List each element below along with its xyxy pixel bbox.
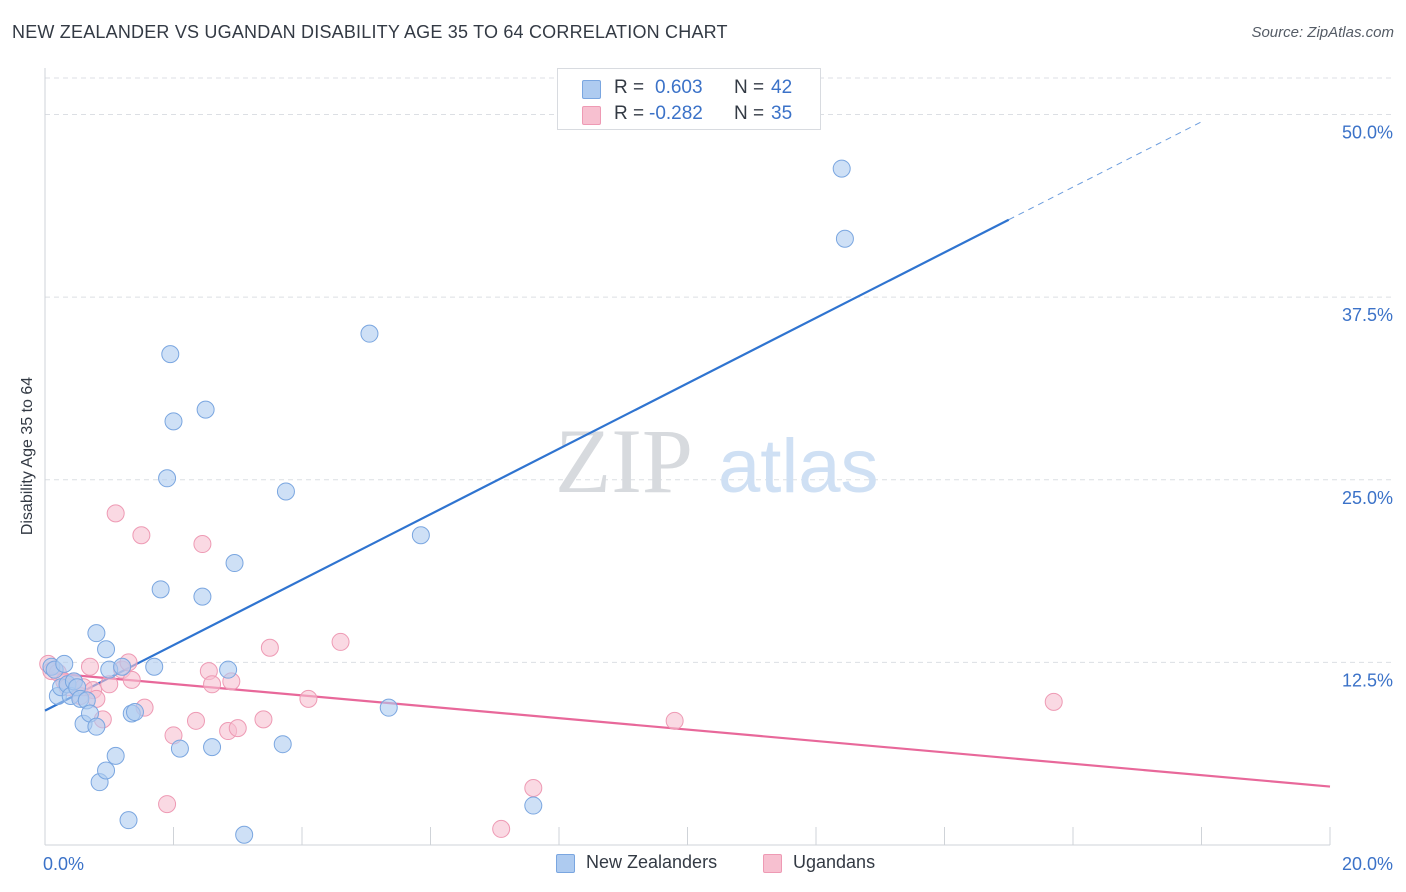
bottom-legend-label: New Zealanders (586, 852, 718, 872)
watermark-atlas: atlas (718, 424, 879, 509)
nz-trend-extension (1008, 121, 1202, 221)
ugandan-point (122, 670, 141, 689)
legend-n-value: 35 (771, 103, 793, 124)
x-tick-label: 0.0% (43, 854, 84, 874)
new-zealander-point (161, 345, 180, 364)
ugandan-point (106, 504, 125, 523)
new-zealander-point (87, 624, 106, 643)
new-zealander-point (835, 229, 854, 248)
ugandan-point (132, 526, 151, 545)
new-zealander-point (276, 482, 295, 501)
nz-trend-line (44, 218, 1010, 712)
new-zealander-point (235, 825, 254, 844)
y-tick-label: 12.5% (1342, 670, 1393, 690)
y-tick-label: 37.5% (1342, 305, 1393, 325)
source-label: Source: ZipAtlas.com (1251, 24, 1394, 41)
ugandan-point (524, 779, 543, 798)
tick-labels: 12.5% 25.0% 37.5% 50.0% 0.0% 20.0% (43, 123, 1393, 874)
new-zealander-point (158, 469, 177, 488)
legend-n-label: N = (734, 77, 765, 98)
legend-n-value: 42 (771, 77, 793, 98)
new-zealander-point (97, 761, 116, 780)
ug-trend-line (44, 671, 1331, 788)
new-zealander-point (273, 735, 292, 754)
ugandan-point (254, 710, 273, 729)
ugandan-point (158, 795, 177, 814)
data-points (39, 159, 1063, 844)
ugandan-point (80, 657, 99, 676)
ugandan-point (299, 689, 318, 708)
stats-legend: R = 0.603 N = 42 R = -0.282 N = 35 (557, 68, 821, 130)
ugandan-point (1044, 692, 1063, 711)
grid-lines (45, 77, 1394, 663)
new-zealander-point (193, 587, 212, 606)
trend-lines (44, 121, 1331, 788)
ugandan-point (193, 535, 212, 554)
y-tick-label: 50.0% (1342, 123, 1393, 143)
ugandan-point (228, 719, 247, 738)
legend-n-label: N = (734, 103, 765, 124)
new-zealander-point (379, 698, 398, 717)
new-zealander-point (225, 554, 244, 573)
ugandan-point (186, 711, 205, 730)
watermark: ZIP atlas (555, 410, 879, 512)
new-zealander-point (106, 746, 125, 765)
new-zealander-point (151, 580, 170, 599)
new-zealander-point (164, 412, 183, 431)
new-zealander-point (113, 657, 132, 676)
new-zealander-point (87, 717, 106, 736)
ugandan-point (665, 711, 684, 730)
ug-swatch (582, 106, 601, 125)
y-tick-label: 25.0% (1342, 488, 1393, 508)
legend-r-label: R = (614, 77, 645, 98)
legend-r-value: 0.603 (655, 77, 703, 98)
legend-r-value: -0.282 (649, 103, 703, 124)
new-zealander-point (360, 324, 379, 343)
axes (44, 68, 1331, 846)
new-zealander-point (170, 739, 189, 758)
new-zealander-point (411, 526, 430, 545)
ugandan-point (260, 638, 279, 657)
new-zealander-point (119, 811, 138, 830)
y-axis-label: Disability Age 35 to 64 (19, 376, 36, 536)
new-zealander-point (219, 660, 238, 679)
new-zealander-point (524, 796, 543, 815)
new-zealander-point (55, 654, 74, 673)
new-zealander-point (125, 703, 144, 722)
ug-swatch (763, 854, 782, 873)
new-zealander-point (203, 738, 222, 757)
new-zealander-point (196, 400, 215, 419)
new-zealander-point (97, 640, 116, 659)
ugandan-point (203, 675, 222, 694)
ugandan-point (492, 819, 511, 838)
new-zealander-point (832, 159, 851, 178)
ugandan-point (331, 632, 350, 651)
nz-swatch (582, 80, 601, 99)
chart-title: NEW ZEALANDER VS UGANDAN DISABILITY AGE … (12, 22, 728, 42)
nz-swatch (556, 854, 575, 873)
watermark-zip: ZIP (555, 410, 693, 512)
bottom-legend-label: Ugandans (793, 852, 876, 872)
new-zealander-point (145, 657, 164, 676)
legend-r-label: R = (614, 103, 645, 124)
x-tick-label: 20.0% (1342, 854, 1393, 874)
